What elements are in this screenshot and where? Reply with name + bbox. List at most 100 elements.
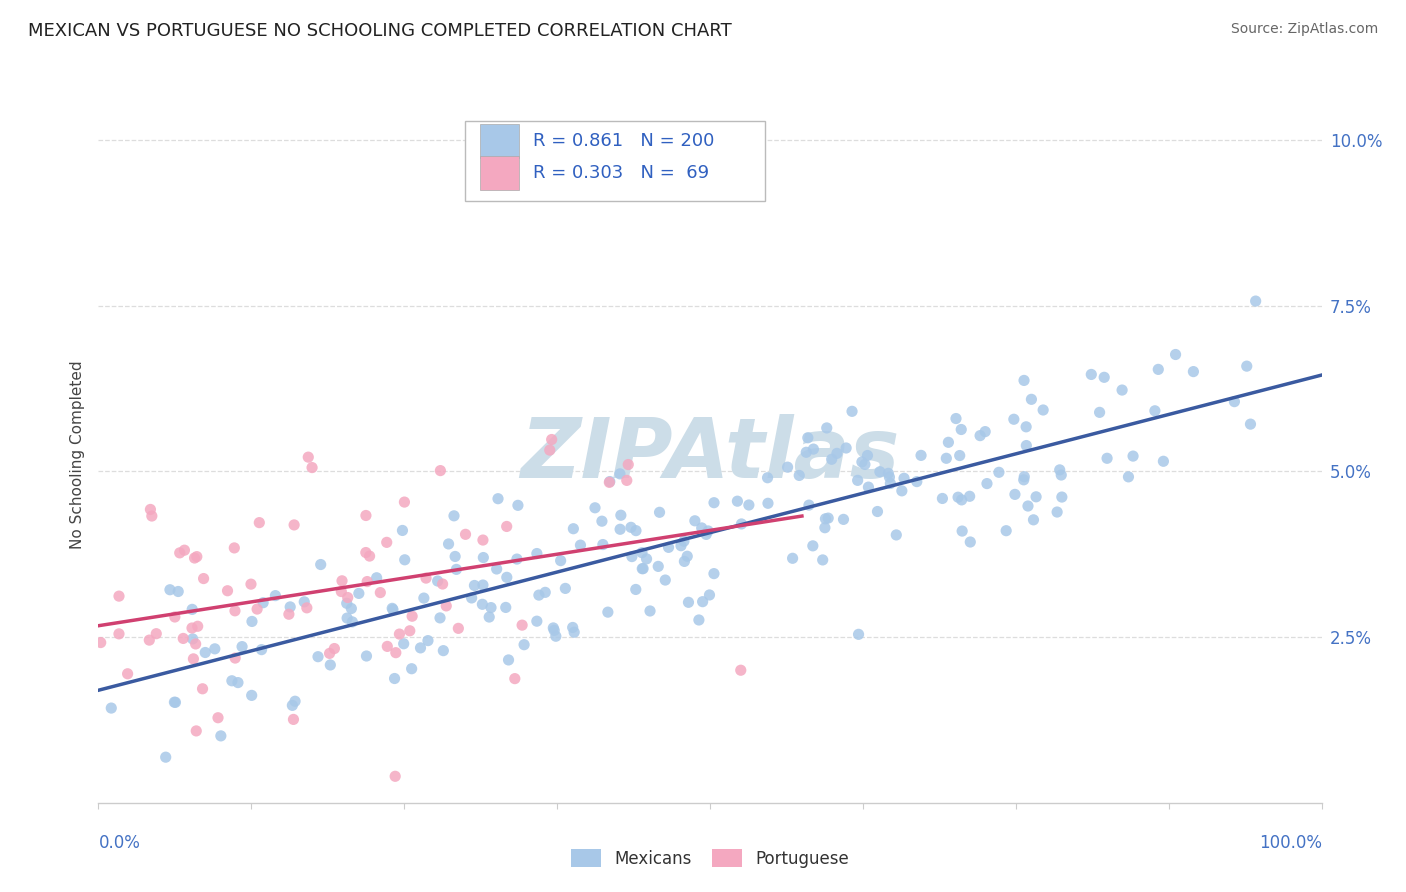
Point [186,549,208,564]
Point [224,604,246,618]
Point [506,499,529,513]
Point [624,582,647,597]
Point [1182,365,1205,379]
Point [596,605,619,619]
Point [495,600,517,615]
Point [1025,490,1047,504]
Point [1046,505,1069,519]
Point [485,562,508,576]
Point [1050,468,1073,483]
Point [394,495,416,509]
Point [676,549,699,564]
Point [782,551,804,566]
Point [856,449,879,463]
Point [776,460,799,475]
Point [1244,294,1267,309]
Point [617,458,640,472]
Point [388,627,411,641]
Point [478,610,501,624]
Point [471,578,494,592]
Point [543,624,565,638]
Point [848,627,870,641]
Point [683,514,706,528]
Point [391,524,413,538]
Point [139,502,162,516]
Point [851,455,873,469]
Point [240,689,263,703]
Point [471,533,494,547]
Point [184,637,207,651]
Point [1088,405,1111,419]
Point [336,596,359,610]
Point [825,446,848,460]
Point [434,599,457,613]
Point [181,602,204,616]
Point [323,641,346,656]
Text: ZIPAtlas: ZIPAtlas [520,415,900,495]
Point [950,422,973,436]
Point [544,629,567,643]
Point [690,521,713,535]
Point [669,539,692,553]
Point [186,723,208,738]
Point [429,611,451,625]
Text: 100.0%: 100.0% [1258,834,1322,852]
Point [538,443,561,458]
Point [108,589,131,603]
Point [412,591,434,606]
Point [950,524,973,538]
Point [730,663,752,677]
Point [692,595,714,609]
Point [309,558,332,572]
Text: R = 0.303   N =  69: R = 0.303 N = 69 [533,164,709,182]
Point [165,695,187,709]
Point [401,662,423,676]
Point [108,627,131,641]
Point [974,425,997,439]
Point [647,559,669,574]
Point [673,554,696,568]
Point [620,549,643,564]
Point [620,520,643,534]
Point [879,476,901,491]
Point [1015,419,1038,434]
Point [375,535,398,549]
Point [540,433,562,447]
Point [583,500,606,515]
Point [562,522,585,536]
Point [817,511,839,525]
Point [1017,499,1039,513]
Point [283,713,305,727]
Point [631,562,654,576]
Point [163,695,186,709]
Point [356,574,378,589]
Point [510,618,533,632]
Point [1122,449,1144,463]
Point [697,524,720,538]
Point [495,519,517,533]
Point [631,561,654,575]
Point [513,638,536,652]
Point [562,625,585,640]
Point [703,566,725,581]
Point [1012,473,1035,487]
Point [117,666,139,681]
Point [354,545,377,559]
Point [877,467,900,481]
Point [1111,383,1133,397]
Point [1239,417,1261,431]
Point [191,681,214,696]
Point [163,610,186,624]
Point [183,551,205,566]
Point [155,750,177,764]
Point [354,508,377,523]
Point [610,508,633,523]
Bar [479,124,519,158]
Point [946,490,969,504]
Point [1143,404,1166,418]
Point [616,474,638,488]
Point [1095,451,1118,466]
Point [503,672,526,686]
Point [356,648,378,663]
Point [392,637,415,651]
